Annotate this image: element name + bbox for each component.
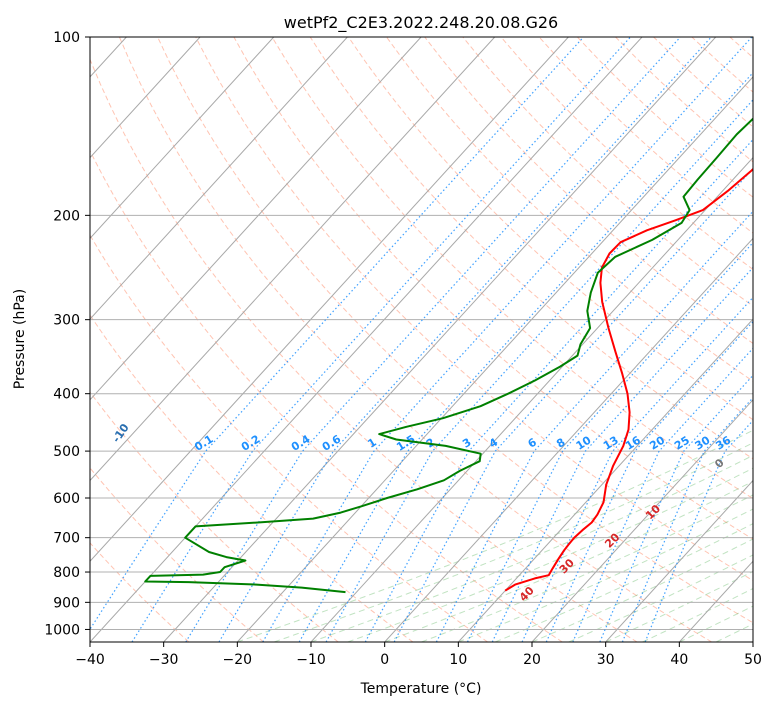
moist-adiabat-line [237, 429, 753, 642]
dry-adiabat-line [424, 37, 753, 344]
y-tick-label: 700 [53, 531, 80, 547]
dry-adiabat-line [90, 149, 563, 642]
sounding-traces [144, 117, 753, 594]
mixing-ratio-line [262, 37, 753, 642]
isotherm-line [310, 156, 753, 642]
x-tick-label: −20 [223, 652, 253, 668]
y-tick-label: 400 [53, 387, 80, 403]
moist-adiabat-line [310, 454, 753, 642]
y-tick-label: 1000 [44, 622, 80, 638]
mixing-ratio-line [218, 37, 712, 642]
y-tick-label: 100 [53, 30, 80, 46]
mixing-ratio-line [491, 266, 753, 642]
dry-adiabat-line [386, 37, 753, 382]
y-tick-label: 200 [53, 208, 80, 224]
temperature-line [504, 167, 753, 592]
dry-adiabat-line [90, 58, 638, 642]
isotherm-line [236, 76, 753, 642]
isotherm-line [752, 641, 753, 642]
dry-adiabat-line [195, 37, 753, 582]
isotherm-line [90, 37, 348, 320]
dry-adiabat-line [157, 37, 753, 624]
background-lines [90, 37, 775, 642]
chart-title: wetPf2_C2E3.2022.248.20.08.G26 [284, 13, 558, 33]
y-tick-label: 500 [53, 444, 80, 460]
isotherm-line [163, 37, 717, 642]
x-tick-label: 0 [380, 652, 389, 668]
moist-adiabat-line [568, 554, 753, 642]
x-tick-label: −30 [149, 652, 179, 668]
x-tick-label: 30 [597, 652, 615, 668]
y-axis-label: Pressure (hPa) [12, 289, 28, 389]
plot-area [90, 37, 753, 642]
moist-adiabat-line [421, 494, 753, 642]
mixing-ratio-line [644, 419, 753, 642]
isotherm-line [90, 37, 201, 159]
isotherm-line [90, 37, 275, 240]
dry-adiabat-line [309, 37, 753, 460]
isotherm-line [90, 37, 422, 401]
x-tick-label: 20 [523, 652, 541, 668]
mixing-ratio-line [599, 374, 753, 642]
y-tick-label: 600 [53, 491, 80, 507]
dry-adiabat-line [768, 37, 775, 642]
y-tick-label: 900 [53, 595, 80, 611]
dry-adiabat-line [271, 37, 753, 500]
x-tick-label: −40 [75, 652, 105, 668]
mixing-ratio-line [435, 210, 753, 642]
isotherm-line [90, 37, 569, 563]
isotherm-line [457, 318, 753, 642]
mixing-ratio-line [185, 37, 681, 642]
isotherm-line [384, 237, 753, 642]
isotherm-line [90, 37, 496, 482]
axes: −40 −30 −20 −10 0 10 20 30 40 50 100 200 300 400 500 60… [44, 30, 762, 668]
dry-adiabat-line [90, 313, 414, 642]
x-axis-label: Temperature (°C) [360, 681, 482, 697]
y-tick-label: 300 [53, 313, 80, 329]
x-tick-label: 50 [744, 652, 762, 668]
isotherm-line [531, 399, 753, 642]
mixing-ratio-line [364, 138, 753, 642]
x-tick-label: 10 [449, 652, 467, 668]
plot-frame [89, 36, 754, 643]
x-tick-label: −10 [296, 652, 326, 668]
mixing-ratio-line [466, 241, 753, 642]
mixing-ratio-line [325, 99, 753, 642]
isotherm-line [90, 37, 643, 642]
moist-adiabat-line [274, 442, 753, 642]
mixing-ratio-line [621, 396, 753, 642]
mixing-ratio-line [298, 71, 753, 642]
y-tick-label: 800 [53, 565, 80, 581]
mixing-ratio-line [90, 37, 585, 631]
moist-adiabat-line [531, 538, 753, 642]
x-tick-label: 40 [670, 652, 688, 668]
isotherm-line [605, 479, 753, 642]
dewpoint-line [144, 117, 753, 594]
